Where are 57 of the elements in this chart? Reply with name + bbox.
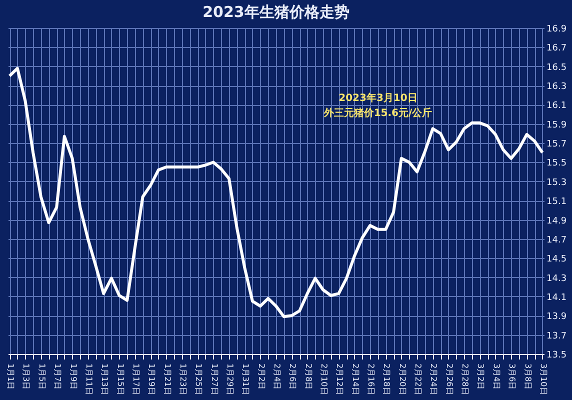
x-tick-label: 1月29日 [225, 364, 234, 395]
y-tick-label: 13.5 [546, 350, 567, 360]
y-tick-label: 16.1 [546, 101, 567, 112]
x-tick-label: 1月31日 [241, 364, 250, 395]
y-tick-label: 13.9 [546, 312, 567, 322]
x-tick-label: 2月28日 [460, 364, 470, 395]
y-tick-label: 16.9 [546, 24, 567, 34]
x-tick-label: 2月4日 [272, 364, 282, 390]
x-tick-label: 1月23日 [178, 364, 188, 395]
y-tick-label: 14.5 [546, 254, 567, 265]
x-tick-label: 1月17日 [131, 364, 140, 395]
x-tick-label: 2月20日 [398, 364, 407, 395]
x-tick-label: 3月6日 [508, 364, 517, 390]
x-tick-label: 2月16日 [366, 364, 376, 395]
y-tick-label: 14.7 [546, 235, 567, 246]
x-tick-label: 1月3日 [22, 364, 31, 390]
chart-title: 2023年生猪价格走势 [202, 3, 350, 21]
y-tick-label: 14.9 [546, 216, 567, 226]
x-tick-label: 2月12日 [335, 364, 344, 395]
x-tick-label: 1月19日 [147, 364, 156, 395]
x-tick-label: 1月13日 [100, 364, 110, 395]
y-tick-label: 16.7 [546, 44, 567, 54]
x-tick-label: 1月15日 [116, 364, 125, 395]
y-tick-label: 14.3 [546, 274, 567, 284]
x-tick-label: 3月4日 [492, 364, 501, 390]
x-tick-label: 3月2日 [476, 364, 486, 390]
x-tick-label: 1月1日 [6, 364, 16, 390]
x-tick-label: 1月21日 [162, 364, 172, 395]
y-tick-label: 16.5 [546, 62, 567, 73]
y-tick-label: 15.7 [546, 140, 567, 150]
x-tick-label: 1月25日 [194, 364, 204, 395]
x-tick-label: 2月26日 [444, 364, 454, 395]
y-tick-label: 15.5 [546, 158, 567, 169]
x-tick-label: 1月27日 [210, 364, 219, 395]
x-tick-label: 1月9日 [68, 364, 78, 390]
x-tick-label: 3月10日 [538, 364, 548, 395]
y-tick-label: 15.9 [546, 120, 567, 130]
y-tick-label: 16.3 [546, 82, 567, 92]
x-tick-label: 3月8日 [523, 364, 532, 390]
x-tick-label: 2月22日 [414, 364, 423, 395]
y-tick-label: 15.3 [546, 178, 567, 188]
x-tick-label: 1月5日 [37, 364, 46, 390]
y-tick-label: 13.7 [546, 331, 567, 342]
x-tick-label: 1月7日 [53, 364, 62, 390]
y-tick-label: 14.1 [546, 292, 567, 303]
x-tick-label: 2月8日 [304, 364, 313, 390]
x-tick-label: 2月18日 [382, 364, 392, 395]
annotation: 外三元猪价15.6元/公斤 [322, 107, 432, 119]
annotation: 2023年3月10日 [338, 92, 418, 104]
x-tick-label: 2月6日 [288, 364, 298, 390]
line-series [8, 66, 544, 318]
y-tick-label: 15.1 [546, 197, 567, 208]
x-tick-label: 2月14日 [350, 364, 360, 395]
x-tick-label: 1月11日 [84, 364, 94, 395]
x-tick-label: 2月10日 [320, 364, 329, 395]
x-tick-label: 2月2日 [256, 364, 266, 390]
x-tick-label: 2月24日 [429, 364, 438, 395]
